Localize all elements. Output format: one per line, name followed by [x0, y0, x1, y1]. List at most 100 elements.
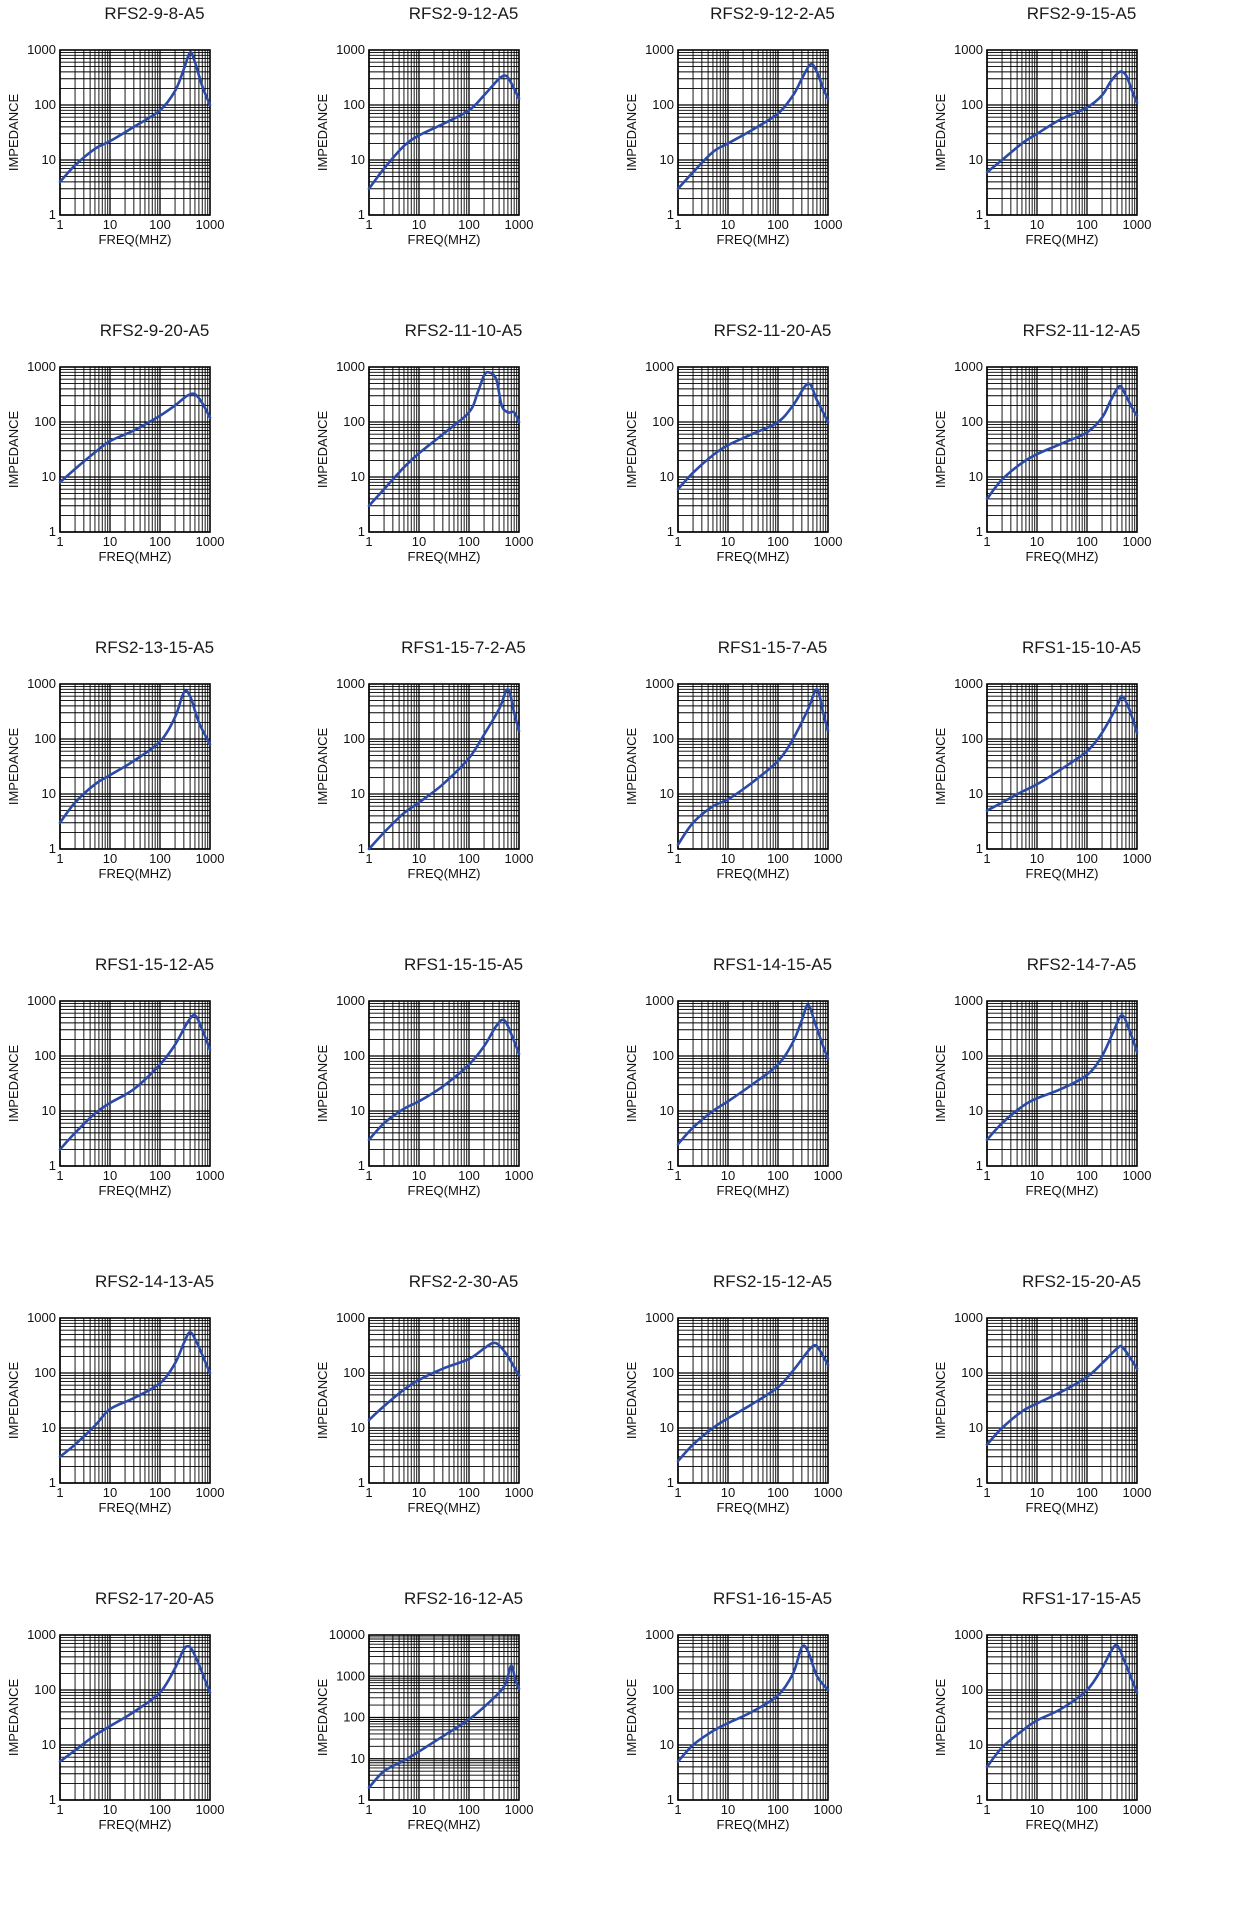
plot-area	[678, 1635, 828, 1800]
x-tick-label: 100	[1076, 1168, 1098, 1183]
chart-svg: 1 10 100 1000 1 10 100 1000 FREQ(MHZ) IMPEDANCE	[6, 676, 224, 881]
y-tick-label: 1000	[645, 1310, 674, 1325]
x-tick-label: 1	[674, 851, 681, 866]
x-tick-label: 10	[721, 217, 735, 232]
chart-panel: RFS2-2-30-A5 1 10 100 1000 1 10 100 1000 FREQ(MHZ…	[309, 1268, 618, 1585]
plot-area	[60, 50, 210, 215]
chart-svg: 1 10 100 1000 1 10 100 1000 FREQ(MHZ) IMPEDANCE	[6, 42, 224, 247]
y-tick-label: 10	[351, 469, 365, 484]
y-tick-label: 1000	[27, 676, 56, 691]
y-tick-label: 100	[34, 731, 56, 746]
y-tick-label: 10	[351, 1103, 365, 1118]
y-tick-label: 100	[652, 1682, 674, 1697]
x-grid	[368, 367, 518, 532]
x-tick-label: 100	[149, 1168, 171, 1183]
x-tick-label: 1	[365, 1802, 372, 1817]
x-tick-label: 1000	[196, 534, 225, 549]
y-tick-label: 10000	[329, 1627, 365, 1642]
y-tick-label: 1	[976, 524, 983, 539]
y-tick-label: 100	[343, 1048, 365, 1063]
impedance-curve	[367, 74, 521, 191]
y-tick-label: 10	[969, 1103, 983, 1118]
x-axis-label: FREQ(MHZ)	[1026, 866, 1099, 881]
y-tick-label: 100	[343, 1365, 365, 1380]
y-axis-label: IMPEDANCE	[315, 411, 330, 489]
plot-area	[678, 684, 828, 849]
y-tick-label: 10	[42, 1103, 56, 1118]
x-tick-label: 1	[983, 1168, 990, 1183]
chart-title: RFS1-15-7-A5	[717, 638, 828, 657]
x-axis-label: FREQ(MHZ)	[408, 232, 481, 247]
chart-panel: RFS2-15-20-A5 1 10 100 1000 1 10 100 1000 FREQ(MH…	[927, 1268, 1236, 1585]
x-tick-label: 10	[412, 1802, 426, 1817]
x-tick-label: 100	[1076, 217, 1098, 232]
x-tick-label: 10	[412, 1485, 426, 1500]
y-axis-label: IMPEDANCE	[933, 1679, 948, 1757]
plot-frame	[677, 1317, 829, 1484]
y-tick-label: 100	[961, 1365, 983, 1380]
chart-svg: 1 10 100 1000 1 10 100 1000 FREQ(MHZ) IMPEDANCE	[315, 359, 533, 564]
x-tick-label: 1000	[814, 851, 843, 866]
y-axis-label: IMPEDANCE	[933, 1362, 948, 1440]
plot-area	[369, 1318, 519, 1483]
y-tick-label: 1000	[336, 1310, 365, 1325]
x-axis-label: FREQ(MHZ)	[717, 1500, 790, 1515]
y-grid	[987, 52, 1137, 216]
plot-frame	[986, 1000, 1138, 1167]
x-tick-label: 100	[149, 1802, 171, 1817]
y-tick-label: 1000	[27, 42, 56, 57]
x-tick-label: 1	[983, 217, 990, 232]
impedance-curve	[58, 1330, 212, 1459]
y-tick-label: 100	[961, 97, 983, 112]
x-tick-label: 1000	[1123, 1802, 1152, 1817]
x-tick-label: 10	[103, 217, 117, 232]
y-tick-label: 1000	[27, 1310, 56, 1325]
y-grid	[60, 1320, 210, 1484]
impedance-curve	[985, 1643, 1139, 1769]
chart-svg: 1 10 100 1000 1 10 100 1000 FREQ(MHZ) IMPEDANCE	[624, 676, 843, 881]
chart-panel: RFS2-11-10-A5 1 10 100 1000 1 10 100 1000 FREQ(MH…	[309, 317, 618, 634]
x-tick-label: 100	[767, 851, 789, 866]
chart-title: RFS2-14-13-A5	[94, 1272, 215, 1291]
chart-panel: RFS2-11-12-A5 1 10 100 1000 1 10 100 1000 FREQ(MH…	[927, 317, 1236, 634]
x-tick-label: 1	[56, 534, 63, 549]
plot-area	[369, 50, 519, 215]
y-tick-label: 1000	[954, 676, 983, 691]
y-tick-label: 10	[660, 1420, 674, 1435]
y-axis-label: IMPEDANCE	[624, 728, 639, 806]
plot-frame	[59, 49, 211, 216]
x-tick-label: 100	[1076, 534, 1098, 549]
x-axis-label: FREQ(MHZ)	[408, 549, 481, 564]
x-axis-label: FREQ(MHZ)	[99, 1817, 172, 1832]
y-tick-label: 10	[351, 152, 365, 167]
x-tick-label: 10	[1030, 1485, 1044, 1500]
y-tick-label: 1000	[336, 42, 365, 57]
chart-panel: RFS2-14-13-A5 1 10 100 1000 1 10 100 1000 FREQ(MH…	[0, 1268, 309, 1585]
y-grid	[678, 1003, 828, 1167]
y-tick-label: 1	[49, 1792, 56, 1807]
plot-frame	[677, 1634, 829, 1801]
y-axis-label: IMPEDANCE	[624, 1362, 639, 1440]
chart-title: RFS1-15-15-A5	[403, 955, 524, 974]
plot-area	[987, 1001, 1137, 1166]
plot-area	[678, 50, 828, 215]
x-tick-label: 1	[983, 1802, 990, 1817]
chart-svg: 1 10 100 1000 1 10 100 1000 FREQ(MHZ) IMPEDANCE	[933, 993, 1151, 1198]
x-grid	[59, 50, 209, 215]
impedance-curve	[676, 1003, 830, 1146]
chart-svg: 1 10 100 1000 1 10 100 1000 FREQ(MHZ) IMPEDANCE	[624, 42, 842, 247]
y-tick-label: 1000	[954, 1627, 983, 1642]
chart-svg: 1 10 100 1000 1 10 100 1000 FREQ(MHZ) IMPEDANCE	[6, 993, 224, 1198]
y-tick-label: 10	[42, 1420, 56, 1435]
y-axis-label: IMPEDANCE	[933, 94, 948, 172]
x-axis-label: FREQ(MHZ)	[717, 866, 790, 881]
plot-frame	[986, 1317, 1138, 1484]
y-axis-label: IMPEDANCE	[6, 94, 21, 172]
y-tick-label: 1000	[27, 359, 56, 374]
y-tick-label: 100	[34, 97, 56, 112]
impedance-curve	[676, 688, 830, 846]
chart-panel: RFS2-16-12-A5 1 10 100 1000 1 10 100 1000 10000 FR…	[309, 1585, 618, 1902]
chart-svg: 1 10 100 1000 1 10 100 1000 FREQ(MHZ) IMPEDANCE	[624, 993, 842, 1198]
x-tick-label: 10	[103, 851, 117, 866]
